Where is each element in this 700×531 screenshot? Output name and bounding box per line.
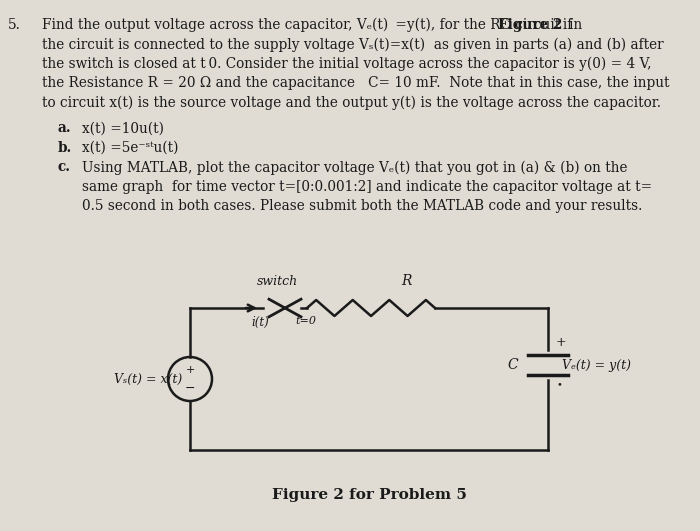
- Text: x(t) =10u(t): x(t) =10u(t): [82, 122, 164, 135]
- Text: t=0: t=0: [295, 316, 316, 326]
- Text: to circuit x(t) is the source voltage and the output y(t) is the voltage across : to circuit x(t) is the source voltage an…: [42, 96, 661, 110]
- Text: 0.5 second in both cases. Please submit both the MATLAB code and your results.: 0.5 second in both cases. Please submit …: [82, 199, 643, 213]
- Text: i(t): i(t): [251, 316, 269, 329]
- Text: the Resistance R = 20 Ω and the capacitance   C= 10 mF.  Note that in this case,: the Resistance R = 20 Ω and the capacita…: [42, 76, 669, 90]
- Text: x(t) =5e⁻ˢᵗu(t): x(t) =5e⁻ˢᵗu(t): [82, 141, 178, 155]
- Text: switch: switch: [256, 275, 298, 288]
- Text: Find the output voltage across the capacitor, Vₑ(t)  =y(t), for the RC circuit  : Find the output voltage across the capac…: [42, 18, 587, 32]
- Text: b.: b.: [58, 141, 72, 155]
- Text: Vₑ(t) = y(t): Vₑ(t) = y(t): [562, 358, 631, 372]
- Text: a.: a.: [58, 122, 71, 135]
- Text: C: C: [508, 358, 518, 372]
- Text: Vₛ(t) = x(t): Vₛ(t) = x(t): [113, 373, 182, 386]
- Text: if: if: [554, 18, 573, 32]
- Text: +: +: [556, 337, 566, 349]
- Text: the switch is closed at t 0. Consider the initial voltage across the capacitor i: the switch is closed at t 0. Consider th…: [42, 57, 652, 71]
- Text: Figure 2 for Problem 5: Figure 2 for Problem 5: [272, 488, 466, 502]
- Text: Figure 2: Figure 2: [498, 18, 562, 32]
- Text: R: R: [400, 274, 412, 288]
- Text: •: •: [556, 381, 562, 390]
- Text: −: −: [185, 381, 195, 395]
- Text: same graph  for time vector t=[0:0.001:2] and indicate the capacitor voltage at : same graph for time vector t=[0:0.001:2]…: [82, 180, 652, 194]
- Text: +: +: [186, 365, 195, 375]
- Text: c.: c.: [58, 160, 71, 174]
- Text: 5.: 5.: [8, 18, 21, 32]
- Text: the circuit is connected to the supply voltage Vₛ(t)=x(t)  as given in parts (a): the circuit is connected to the supply v…: [42, 38, 664, 52]
- Text: Using MATLAB, plot the capacitor voltage Vₑ(t) that you got in (a) & (b) on the: Using MATLAB, plot the capacitor voltage…: [82, 160, 627, 175]
